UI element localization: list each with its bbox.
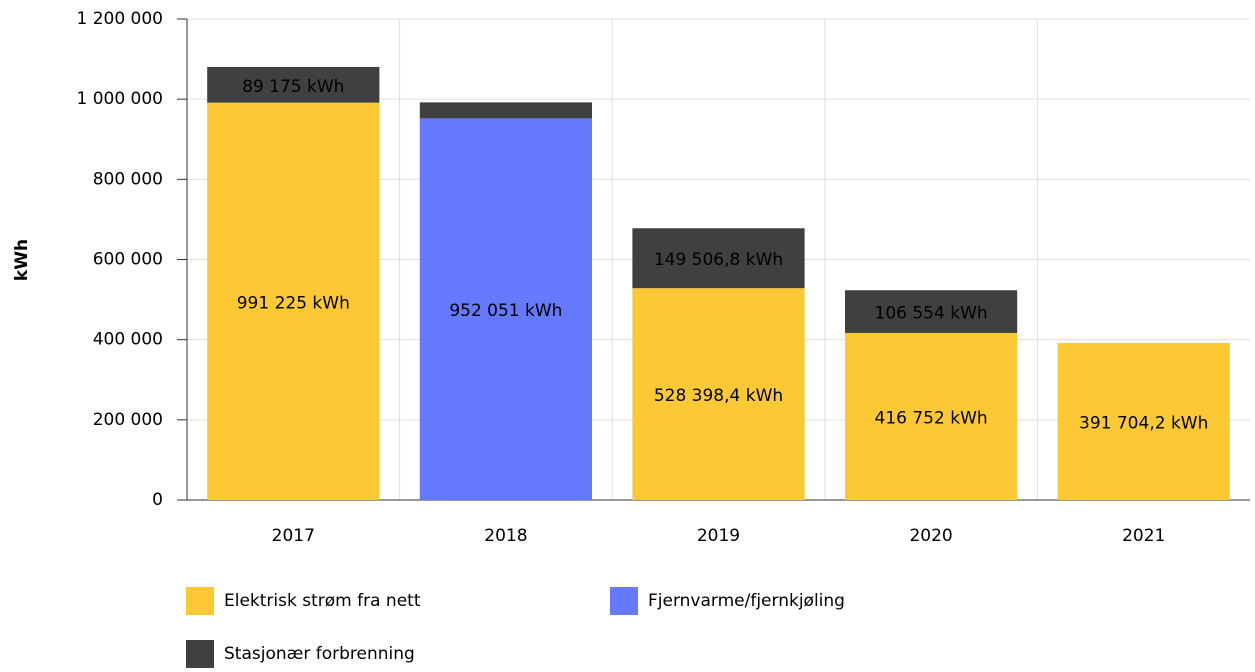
y-tick-label: 600 000 <box>93 250 163 270</box>
bar-segment <box>844 290 1018 333</box>
y-tick-label: 1 000 000 <box>76 89 163 109</box>
legend-swatch <box>186 640 214 668</box>
x-tick-label: 2017 <box>272 526 315 546</box>
legend-label: Elektrisk strøm fra nett <box>224 591 421 611</box>
data-label: 528 398,4 kWh <box>654 386 783 406</box>
legend-label: Fjernvarme/fjernkjøling <box>648 591 845 611</box>
bar-segment <box>207 102 380 500</box>
data-label: 391 704,2 kWh <box>1079 413 1208 433</box>
bar-segment <box>632 228 805 289</box>
legend-label: Stasjonær forbrenning <box>224 644 415 664</box>
bar-segment <box>419 102 593 119</box>
bar-segment <box>419 118 593 500</box>
y-tick-label: 800 000 <box>93 169 163 189</box>
data-label: 89 175 kWh <box>242 77 344 97</box>
x-tick-label: 2019 <box>697 526 740 546</box>
legend-swatch <box>186 587 214 615</box>
data-label: 106 554 kWh <box>875 304 988 324</box>
x-tick-label: 2020 <box>909 526 952 546</box>
data-label: 149 506,8 kWh <box>654 250 783 270</box>
data-label: 416 752 kWh <box>875 408 988 428</box>
x-tick-label: 2021 <box>1122 526 1165 546</box>
legend-swatch <box>610 587 638 615</box>
y-tick-label: 0 <box>152 490 163 510</box>
bar-segment <box>1057 342 1230 500</box>
bar-segment <box>207 66 380 103</box>
bar-segment <box>844 332 1018 500</box>
y-axis-label: kWh <box>12 239 32 281</box>
y-tick-label: 1 200 000 <box>76 9 163 29</box>
x-tick-label: 2018 <box>484 526 527 546</box>
data-label: 991 225 kWh <box>237 293 350 313</box>
bar-segment <box>632 288 805 500</box>
y-tick-label: 200 000 <box>93 410 163 430</box>
data-label: 952 051 kWh <box>449 301 562 321</box>
y-tick-label: 400 000 <box>93 330 163 350</box>
